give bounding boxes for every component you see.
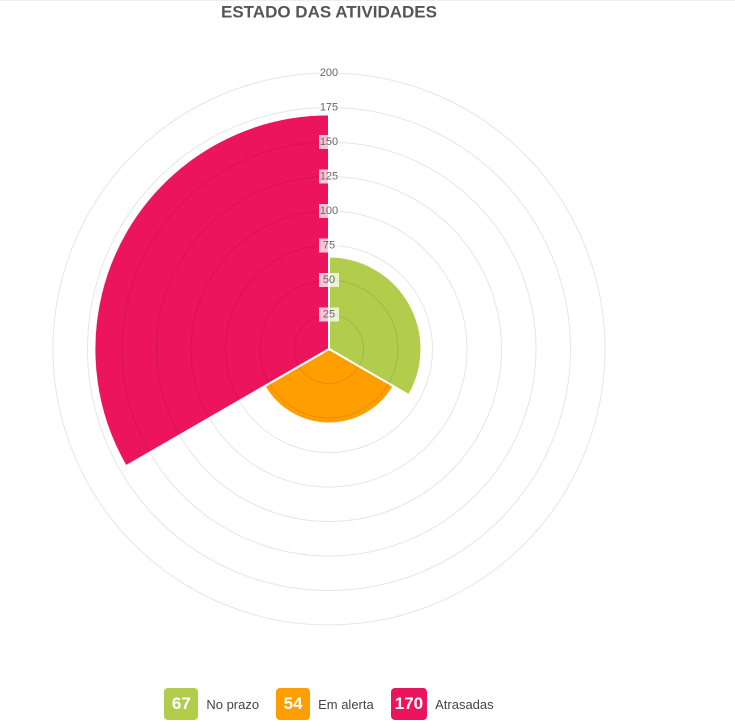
sector: [263, 347, 395, 425]
r-tick-label: 150: [320, 136, 338, 148]
r-tick-label: 75: [323, 239, 335, 251]
sector: [93, 113, 330, 468]
r-tick-label: 175: [320, 101, 338, 113]
tick-label-bg: [319, 204, 339, 218]
legend-value: 170: [390, 688, 428, 720]
legend-value: 54: [276, 688, 311, 720]
chart: ESTADO DAS ATIVIDADES 25 50 75 100 125 150 175…: [0, 0, 735, 626]
tick-label-bg: [319, 66, 339, 80]
chart-title: ESTADO DAS ATIVIDADES: [221, 2, 437, 21]
r-tick-label: 100: [320, 205, 338, 217]
r-tick-label: 200: [320, 67, 338, 79]
tick-label-bg: [319, 169, 339, 184]
legend-item: 54 Em alerta: [276, 688, 374, 720]
legend-label: No prazo: [206, 696, 260, 712]
legend-item: 170 Atrasadas: [390, 688, 494, 720]
legend: 67 No prazo 54 Em alerta 170 Atrasadas: [0, 688, 658, 720]
r-tick-label: 125: [320, 170, 338, 182]
tick-label-bg: [319, 135, 339, 149]
tick-label-bg: [319, 307, 339, 322]
legend-value: 67: [164, 688, 199, 720]
tick-label-bg: [319, 273, 339, 287]
legend-label: Atrasadas: [435, 696, 494, 712]
tick-label-bg: [319, 100, 339, 115]
r-tick-label: 50: [323, 274, 335, 286]
legend-label: Em alerta: [318, 696, 374, 712]
tick-label-bg: [319, 238, 339, 253]
sector: [328, 255, 423, 397]
legend-item: 67 No prazo: [164, 688, 259, 720]
r-tick-label: 25: [323, 308, 335, 320]
